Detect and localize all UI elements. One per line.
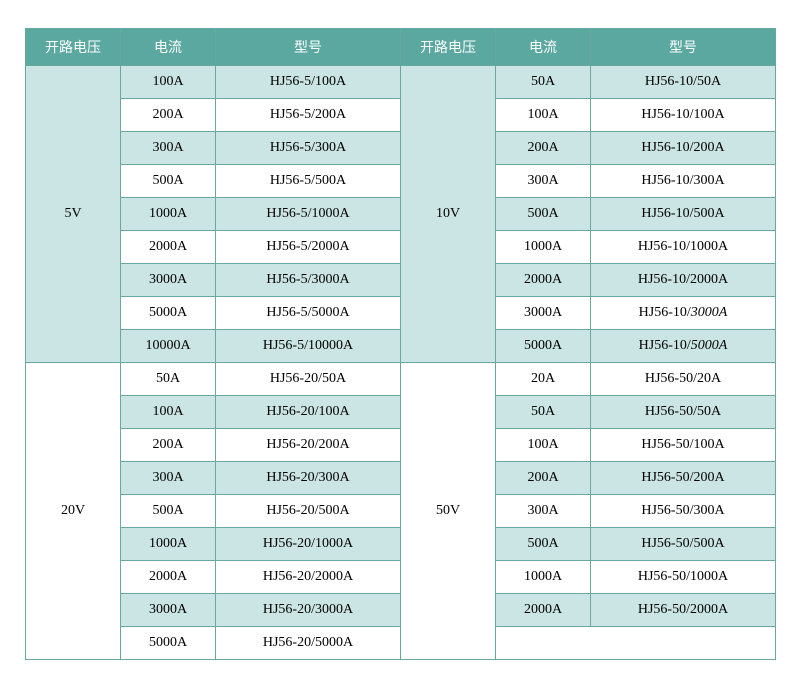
model-cell: HJ56-5/1000A	[216, 198, 401, 231]
spec-table: 开路电压 电流 型号 开路电压 电流 型号 5V100AHJ56-5/100A1…	[25, 28, 776, 660]
current-cell: 10000A	[121, 330, 216, 363]
current-cell: 2000A	[121, 561, 216, 594]
model-cell: HJ56-10/200A	[591, 132, 776, 165]
model-cell: HJ56-5/10000A	[216, 330, 401, 363]
header-model-right: 型号	[591, 29, 776, 66]
model-cell: HJ56-5/2000A	[216, 231, 401, 264]
header-model-left: 型号	[216, 29, 401, 66]
current-cell: 20A	[496, 363, 591, 396]
current-cell: 2000A	[496, 264, 591, 297]
model-cell: HJ56-20/1000A	[216, 528, 401, 561]
current-cell: 200A	[496, 132, 591, 165]
model-cell: HJ56-50/500A	[591, 528, 776, 561]
model-cell: HJ56-20/500A	[216, 495, 401, 528]
current-cell: 500A	[496, 198, 591, 231]
current-cell: 2000A	[121, 231, 216, 264]
current-cell: 3000A	[121, 264, 216, 297]
model-cell: HJ56-20/100A	[216, 396, 401, 429]
model-cell: HJ56-50/2000A	[591, 594, 776, 627]
model-cell: HJ56-50/300A	[591, 495, 776, 528]
model-cell: HJ56-10/100A	[591, 99, 776, 132]
current-cell: 200A	[496, 462, 591, 495]
model-cell: HJ56-5/5000A	[216, 297, 401, 330]
header-voltage-left: 开路电压	[26, 29, 121, 66]
current-cell: 100A	[121, 66, 216, 99]
model-cell: HJ56-5/500A	[216, 165, 401, 198]
model-cell: HJ56-50/100A	[591, 429, 776, 462]
model-cell: HJ56-20/3000A	[216, 594, 401, 627]
model-cell: HJ56-10/300A	[591, 165, 776, 198]
current-cell: 50A	[121, 363, 216, 396]
model-cell: HJ56-5/200A	[216, 99, 401, 132]
model-cell: HJ56-10/3000A	[591, 297, 776, 330]
current-cell: 500A	[496, 528, 591, 561]
current-cell: 5000A	[121, 297, 216, 330]
model-cell: HJ56-10/50A	[591, 66, 776, 99]
model-cell: HJ56-20/300A	[216, 462, 401, 495]
current-cell: 1000A	[121, 528, 216, 561]
current-cell: 200A	[121, 99, 216, 132]
current-cell: 500A	[121, 495, 216, 528]
current-cell: 300A	[121, 462, 216, 495]
current-cell: 300A	[496, 495, 591, 528]
current-cell: 2000A	[496, 594, 591, 627]
voltage-cell: 5V	[26, 66, 121, 363]
table-header: 开路电压 电流 型号 开路电压 电流 型号	[26, 29, 776, 66]
model-cell: HJ56-20/50A	[216, 363, 401, 396]
current-cell: 100A	[121, 396, 216, 429]
voltage-cell: 50V	[401, 363, 496, 660]
model-cell: HJ56-50/1000A	[591, 561, 776, 594]
table-row: 20V50AHJ56-20/50A50V20AHJ56-50/20A	[26, 363, 776, 396]
current-cell: 300A	[496, 165, 591, 198]
current-cell: 500A	[121, 165, 216, 198]
model-cell: HJ56-50/20A	[591, 363, 776, 396]
model-cell: HJ56-5/100A	[216, 66, 401, 99]
model-cell: HJ56-10/2000A	[591, 264, 776, 297]
model-cell: HJ56-20/5000A	[216, 627, 401, 660]
current-cell: 200A	[121, 429, 216, 462]
model-cell: HJ56-20/200A	[216, 429, 401, 462]
current-cell: 300A	[121, 132, 216, 165]
current-cell: 1000A	[121, 198, 216, 231]
table-body: 5V100AHJ56-5/100A10V50AHJ56-10/50A200AHJ…	[26, 66, 776, 660]
model-cell: HJ56-10/1000A	[591, 231, 776, 264]
model-cell: HJ56-50/50A	[591, 396, 776, 429]
model-cell: HJ56-50/200A	[591, 462, 776, 495]
voltage-cell: 10V	[401, 66, 496, 363]
current-cell: 100A	[496, 99, 591, 132]
current-cell: 50A	[496, 66, 591, 99]
current-cell: 1000A	[496, 231, 591, 264]
model-cell: HJ56-10/500A	[591, 198, 776, 231]
model-cell: HJ56-5/300A	[216, 132, 401, 165]
model-cell: HJ56-20/2000A	[216, 561, 401, 594]
current-cell: 3000A	[496, 297, 591, 330]
empty-cell	[496, 627, 776, 660]
header-current-left: 电流	[121, 29, 216, 66]
current-cell: 50A	[496, 396, 591, 429]
current-cell: 5000A	[121, 627, 216, 660]
model-cell: HJ56-5/3000A	[216, 264, 401, 297]
current-cell: 1000A	[496, 561, 591, 594]
header-voltage-right: 开路电压	[401, 29, 496, 66]
current-cell: 100A	[496, 429, 591, 462]
current-cell: 5000A	[496, 330, 591, 363]
model-cell: HJ56-10/5000A	[591, 330, 776, 363]
current-cell: 3000A	[121, 594, 216, 627]
header-current-right: 电流	[496, 29, 591, 66]
voltage-cell: 20V	[26, 363, 121, 660]
table-row: 5V100AHJ56-5/100A10V50AHJ56-10/50A	[26, 66, 776, 99]
